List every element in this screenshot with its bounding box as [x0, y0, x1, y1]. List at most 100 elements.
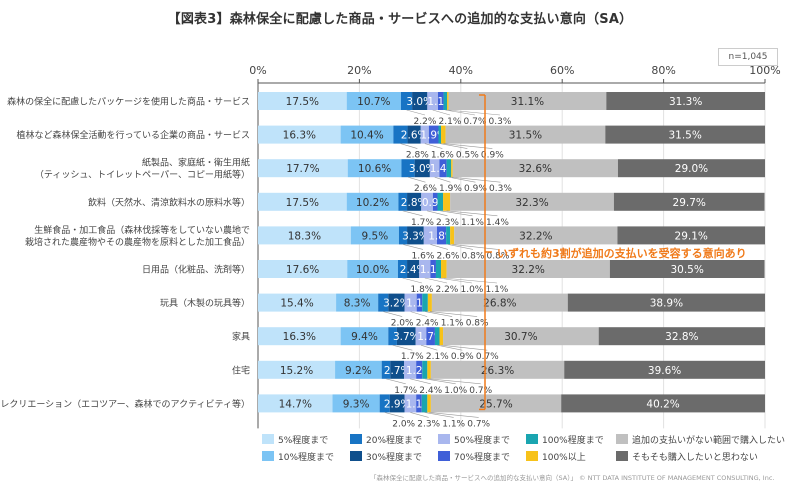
- data-label: 9.5%: [362, 230, 389, 242]
- bar-segment: [393, 125, 408, 144]
- data-label-small: 2.4%: [419, 386, 442, 396]
- bar-segment: [441, 260, 447, 278]
- bar-segment: [350, 226, 399, 245]
- data-label-small: 0.7%: [464, 117, 487, 127]
- leader-line: [443, 143, 493, 149]
- bar-segment: [258, 260, 348, 278]
- bar-segment: [258, 360, 336, 379]
- data-label: 3.0%: [406, 96, 433, 108]
- bar-segment: [427, 92, 438, 110]
- data-label: 3.7%: [393, 331, 420, 343]
- legend-label: 5%程度まで: [278, 436, 329, 446]
- data-label: 40.2%: [646, 398, 679, 410]
- data-label: 32.2%: [519, 230, 552, 242]
- bar-segment: [381, 360, 391, 379]
- leader-line: [420, 344, 438, 351]
- data-label: 29.7%: [673, 197, 706, 209]
- data-label-small: 1.8%: [410, 285, 433, 295]
- leader-line: [383, 311, 403, 317]
- category-label: 植林など森林保全活動を行っている企業の商品・サービス: [16, 129, 250, 141]
- bar-segment: [346, 92, 401, 110]
- data-label-small: 2.6%: [437, 251, 460, 261]
- data-label-small: 0.9%: [464, 184, 487, 194]
- data-label: 9.4%: [351, 331, 378, 343]
- bar-segment: [423, 226, 437, 245]
- data-label: 17.7%: [286, 163, 319, 175]
- bar-segment: [606, 92, 765, 110]
- bar-segment: [437, 192, 444, 211]
- data-label-small: 2.0%: [392, 419, 415, 429]
- bar-segment: [412, 92, 428, 110]
- data-label: 31.1%: [511, 96, 544, 108]
- bar-segment: [451, 159, 453, 178]
- leader-line: [439, 143, 468, 149]
- legend-item: 5%程度まで: [262, 434, 328, 446]
- data-label: 32.2%: [512, 264, 545, 276]
- bar-segment: [567, 293, 765, 312]
- bar-segment: [407, 192, 422, 211]
- bar-segment: [258, 226, 351, 245]
- bar-segment: [446, 226, 451, 245]
- x-tick-label: 20%: [347, 64, 371, 77]
- category-label: 玩具（木製の玩具等）: [160, 297, 250, 309]
- bar-segment: [347, 159, 402, 178]
- category-label: レクリエーション（エコツアー、森林でのアクティビティ等）: [0, 398, 250, 410]
- leader-line: [446, 210, 498, 217]
- bar-segment: [401, 159, 415, 178]
- bar-segment: [454, 226, 618, 245]
- data-label-small: 2.4%: [416, 319, 439, 329]
- bar-segment: [378, 293, 389, 312]
- leader-line: [425, 311, 453, 317]
- data-label-small: 1.0%: [444, 386, 467, 396]
- bar-segment: [335, 360, 382, 379]
- bar-segment: [428, 125, 439, 144]
- bar-segment: [404, 293, 417, 312]
- legend-item: 100%以上: [526, 451, 586, 463]
- data-label: 26.8%: [483, 298, 516, 310]
- legend-swatch: [616, 434, 628, 444]
- leader-line: [451, 176, 501, 183]
- bar-segment: [437, 92, 444, 110]
- leader-line: [402, 277, 423, 284]
- legend-label: 100%以上: [542, 453, 586, 463]
- leader-line: [424, 412, 454, 418]
- data-label-small: 0.3%: [489, 117, 512, 127]
- leader-line: [392, 344, 413, 351]
- legend-swatch: [350, 434, 362, 444]
- data-label-small: 0.7%: [476, 352, 499, 362]
- bar-segment: [258, 327, 341, 346]
- bar-segment: [439, 159, 447, 178]
- bar-segment: [450, 226, 455, 245]
- legend-item: 30%程度まで: [350, 451, 422, 463]
- data-label: 10.6%: [358, 163, 391, 175]
- legend-swatch: [526, 451, 538, 461]
- bar-segment: [435, 260, 442, 278]
- bar-segment: [598, 327, 765, 346]
- data-label: 2.7%: [384, 365, 411, 377]
- data-label-small: 0.7%: [469, 386, 492, 396]
- data-label-small: 2.1%: [426, 352, 449, 362]
- bar-segment: [426, 327, 435, 346]
- data-label: 10.2%: [356, 197, 389, 209]
- legend-item: 20%程度まで: [350, 434, 422, 446]
- data-label-small: 1.7%: [411, 218, 434, 228]
- bar-segment: [446, 260, 610, 278]
- leader-line: [384, 412, 404, 418]
- data-label: 3.2%: [383, 298, 410, 310]
- leader-line: [445, 109, 476, 116]
- data-label-small: 0.5%: [456, 151, 479, 161]
- legend-item: 70%程度まで: [438, 451, 510, 463]
- legend-label: 30%程度まで: [366, 453, 423, 463]
- data-label: 8.3%: [344, 298, 371, 310]
- bar-segment: [398, 226, 408, 245]
- data-label: 26.3%: [481, 365, 514, 377]
- legend-swatch: [526, 434, 538, 444]
- x-tick-label: 40%: [449, 64, 473, 77]
- legend-label: 70%程度まで: [454, 453, 511, 463]
- bar-segment: [438, 125, 442, 144]
- data-label-small: 1.6%: [412, 251, 435, 261]
- bar-segment: [439, 327, 444, 346]
- data-label-small: 1.0%: [460, 285, 483, 295]
- data-label-small: 1.1%: [441, 319, 464, 329]
- data-label: 30.7%: [504, 331, 537, 343]
